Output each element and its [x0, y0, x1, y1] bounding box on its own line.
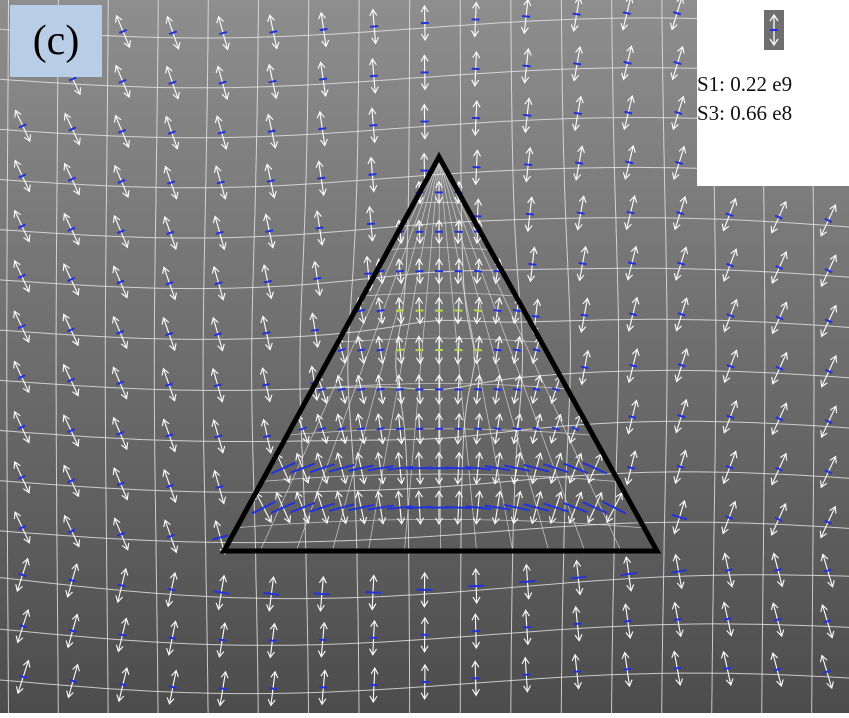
stress-glyph [421, 618, 429, 652]
stress-glyph [471, 661, 480, 695]
legend-s1-value: S1: 0.22 e9 [697, 72, 792, 97]
stress-glyph [421, 6, 430, 40]
stress-glyph [435, 414, 443, 444]
stress-glyph [421, 665, 429, 699]
stress-glyph [420, 105, 429, 139]
stress-glyph [435, 375, 443, 403]
panel-label: (c) [10, 5, 102, 77]
stress-glyph [435, 298, 443, 324]
stress-glyph [471, 614, 480, 648]
stress-arrow-icon [764, 10, 784, 50]
stress-glyph [420, 55, 429, 89]
legend-s3-value: S3: 0.66 e8 [697, 101, 792, 126]
legend-box: S1: 0.22 e9 S3: 0.66 e8 [697, 0, 849, 186]
stress-glyph [435, 337, 443, 364]
